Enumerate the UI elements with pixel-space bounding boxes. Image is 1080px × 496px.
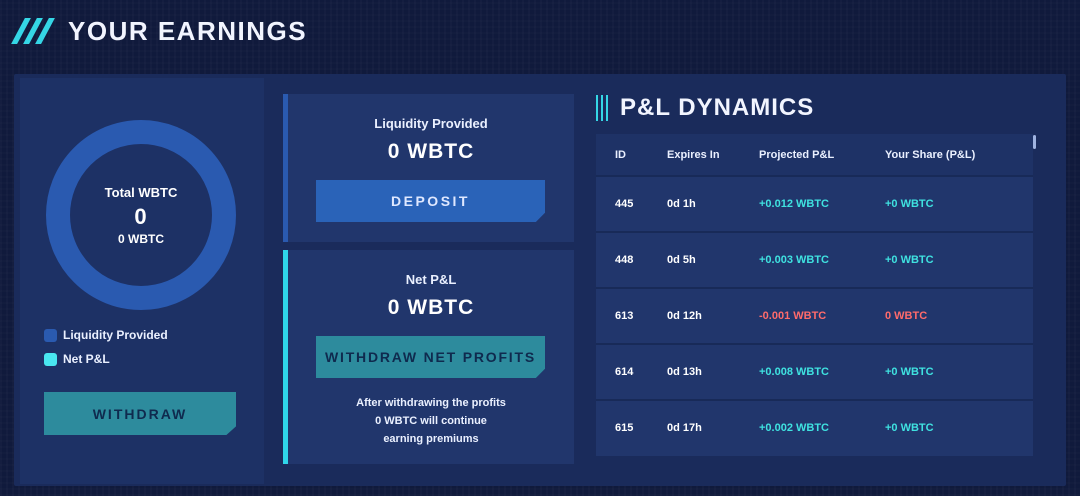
cell-expires: 0d 13h <box>667 366 702 378</box>
cell-projected-pl: -0.001 WBTC <box>759 310 827 322</box>
cell-id: 615 <box>615 422 634 434</box>
cell-id: 445 <box>615 198 634 210</box>
legend-swatch <box>44 352 57 366</box>
note-line: 0 WBTC will continue <box>375 415 487 427</box>
legend: Liquidity Provided Net P&L <box>44 328 168 376</box>
cell-expires: 0d 1h <box>667 198 696 210</box>
withdraw-button[interactable]: WITHDRAW <box>44 392 236 435</box>
liquidity-card: Liquidity Provided 0 WBTC DEPOSIT <box>283 94 574 242</box>
withdraw-net-profits-button[interactable]: WITHDRAW NET PROFITS <box>316 336 545 378</box>
table-scrollbar[interactable] <box>1033 135 1036 149</box>
cell-your-share: +0 WBTC <box>885 366 934 378</box>
donut-label: Total WBTC <box>104 184 178 200</box>
column-header-projected: Projected P&L <box>759 148 835 161</box>
cell-your-share: +0 WBTC <box>885 198 934 210</box>
column-header-id: ID <box>615 148 626 161</box>
slashes-icon <box>11 18 55 44</box>
cell-projected-pl: +0.008 WBTC <box>759 366 829 378</box>
column-header-share: Your Share (P&L) <box>885 148 976 161</box>
cell-id: 613 <box>615 310 634 322</box>
legend-swatch <box>44 328 57 342</box>
table-row[interactable]: 614 0d 13h +0.008 WBTC +0 WBTC <box>596 343 1033 399</box>
cell-expires: 0d 12h <box>667 310 702 322</box>
cell-projected-pl: +0.012 WBTC <box>759 198 829 210</box>
table-row[interactable]: 448 0d 5h +0.003 WBTC +0 WBTC <box>596 231 1033 287</box>
net-pl-value: 0 WBTC <box>387 296 475 319</box>
bars-icon <box>596 95 608 121</box>
cell-expires: 0d 17h <box>667 422 702 434</box>
deposit-button[interactable]: DEPOSIT <box>316 180 545 222</box>
liquidity-value: 0 WBTC <box>387 140 475 163</box>
legend-label: Net P&L <box>63 352 110 366</box>
cell-id: 614 <box>615 366 634 378</box>
donut-sub-value: 0 WBTC <box>118 231 164 246</box>
note-line: earning premiums <box>383 433 479 445</box>
cell-expires: 0d 5h <box>667 254 696 266</box>
note-line: After withdrawing the profits <box>356 397 506 409</box>
pl-header: P&L DYNAMICS <box>596 93 814 123</box>
page-header: YOUR EARNINGS <box>11 14 308 48</box>
pl-table[interactable]: ID Expires In Projected P&L Your Share (… <box>596 134 1033 456</box>
page-title: YOUR EARNINGS <box>68 15 308 46</box>
legend-item-net-pl: Net P&L <box>44 352 168 366</box>
cell-your-share: 0 WBTC <box>885 310 928 322</box>
table-row[interactable]: 613 0d 12h -0.001 WBTC 0 WBTC <box>596 287 1033 343</box>
cell-your-share: +0 WBTC <box>885 254 934 266</box>
donut-ring <box>46 120 236 310</box>
net-pl-card: Net P&L 0 WBTC WITHDRAW NET PROFITS Afte… <box>283 250 574 464</box>
summary-panel: Total WBTC 0 0 WBTC Liquidity Provided N… <box>20 78 264 484</box>
cell-projected-pl: +0.003 WBTC <box>759 254 829 266</box>
column-header-expires: Expires In <box>667 148 720 161</box>
table-row[interactable]: 615 0d 17h +0.002 WBTC +0 WBTC <box>596 399 1033 455</box>
liquidity-label: Liquidity Provided <box>374 116 488 131</box>
legend-item-liquidity: Liquidity Provided <box>44 328 168 342</box>
cell-your-share: +0 WBTC <box>885 422 934 434</box>
cell-projected-pl: +0.002 WBTC <box>759 422 829 434</box>
table-header: ID Expires In Projected P&L Your Share (… <box>596 134 1033 175</box>
net-pl-label: Net P&L <box>405 272 457 287</box>
table-row[interactable]: 445 0d 1h +0.012 WBTC +0 WBTC <box>596 175 1033 231</box>
donut-chart: Total WBTC 0 0 WBTC <box>46 120 236 310</box>
legend-label: Liquidity Provided <box>63 328 168 342</box>
pl-title: P&L DYNAMICS <box>620 94 815 121</box>
withdraw-note: After withdrawing the profits 0 WBTC wil… <box>288 394 574 448</box>
donut-value: 0 <box>134 203 148 229</box>
table-body: 445 0d 1h +0.012 WBTC +0 WBTC 448 0d 5h +0.003… <box>596 175 1033 455</box>
cell-id: 448 <box>615 254 634 266</box>
